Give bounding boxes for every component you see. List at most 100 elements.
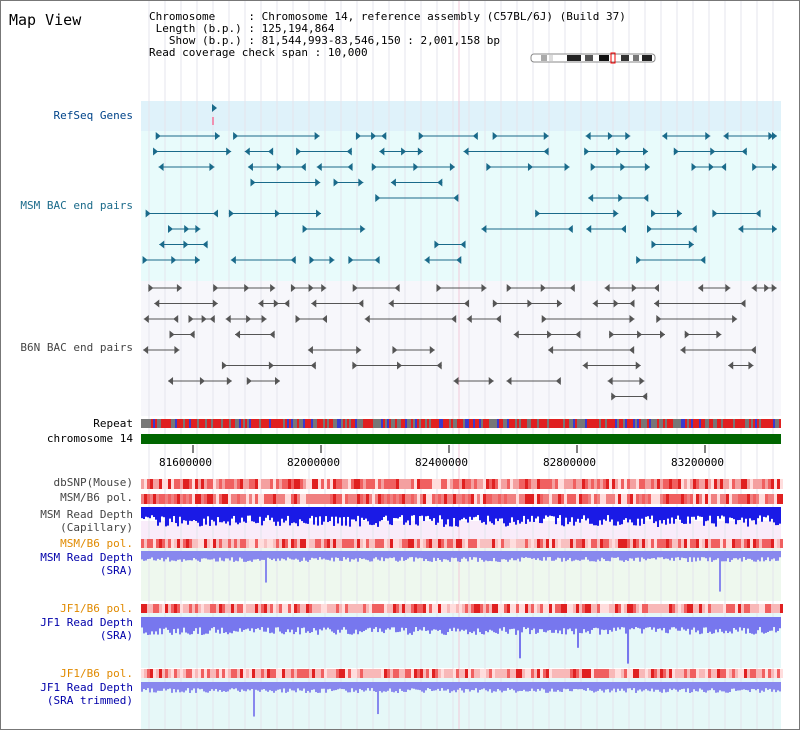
jf1-trim-depth-bar xyxy=(533,682,535,691)
track-label-msm-depth-sra[interactable]: MSM Read Depth (SRA) xyxy=(40,551,133,577)
track-label-refseq[interactable]: RefSeq Genes xyxy=(53,109,133,122)
jf1-pol-heat-cell xyxy=(630,604,633,613)
dbsnp-heat-cell xyxy=(306,479,309,489)
b6n-bac-end-glyph xyxy=(169,330,175,339)
jf1-sra-depth-bar xyxy=(317,617,319,635)
track-label-msm-bac[interactable]: MSM BAC end pairs xyxy=(20,199,133,212)
msm-pol-heat-cell xyxy=(165,494,168,504)
jf1-pol2-heat-cell xyxy=(198,669,201,678)
jf1-pol-heat-cell xyxy=(582,604,585,613)
msm-cap-depth-bar xyxy=(655,507,657,522)
jf1-pol2-heat-cell xyxy=(642,669,645,678)
msm-pol2-heat-cell xyxy=(381,539,384,548)
track-label-jf1-depth-sra[interactable]: JF1 Read Depth (SRA) xyxy=(40,616,133,642)
repeat-segment xyxy=(759,419,761,428)
b6n-bac-end-glyph xyxy=(244,284,250,292)
jf1-sra-depth-bar xyxy=(661,617,663,631)
dbsnp-heat-cell xyxy=(225,479,228,489)
repeat-segment xyxy=(321,419,323,428)
msm-pol2-heat-cell xyxy=(408,539,411,548)
track-label-jf1-b6-pol-2[interactable]: JF1/B6 pol. xyxy=(60,667,133,680)
msm-sra-depth-bar xyxy=(333,551,335,562)
track-label-chromosome[interactable]: chromosome 14 xyxy=(46,432,133,445)
msm-pol-heat-cell xyxy=(549,494,552,504)
msm-pol-heat-cell xyxy=(327,494,330,504)
msm-cap-depth-bar xyxy=(169,507,171,519)
track-label-jf1-depth-trimmed[interactable]: JF1 Read Depth (SRA trimmed) xyxy=(40,681,133,707)
jf1-sra-depth-bar xyxy=(721,617,723,632)
jf1-pol2-heat-cell xyxy=(606,669,609,678)
jf1-pol-heat-cell xyxy=(159,604,162,613)
jf1-sra-depth-bar xyxy=(755,617,757,634)
msm-pol-heat-cell xyxy=(432,494,435,504)
repeat-segment xyxy=(733,419,735,428)
ideogram-band xyxy=(549,55,553,61)
b6n-bac-end-glyph xyxy=(540,284,546,292)
msm-pol-heat-cell xyxy=(702,494,705,504)
b6n-bac-end-glyph xyxy=(771,284,777,292)
track-label-dbsnp[interactable]: dbSNP(Mouse) xyxy=(53,476,133,489)
jf1-pol-heat-cell xyxy=(267,604,270,613)
jf1-trim-depth-bar xyxy=(593,682,595,693)
jf1-trim-depth-bar xyxy=(689,682,691,693)
jf1-sra-depth-bar xyxy=(773,617,775,628)
repeat-segment xyxy=(777,419,779,428)
msm-cap-depth-bar xyxy=(401,507,403,516)
jf1-pol-heat-cell xyxy=(252,604,255,613)
msm-bac-end-glyph xyxy=(316,209,322,218)
jf1-pol-heat-cell xyxy=(228,604,231,613)
jf1-sra-depth-bar xyxy=(611,617,613,632)
jf1-pol-heat-cell xyxy=(432,604,435,613)
jf1-pol2-heat-cell xyxy=(531,669,534,678)
msm-pol-heat-cell xyxy=(384,494,387,504)
msm-pol-heat-cell xyxy=(243,494,246,504)
msm-pol2-heat-cell xyxy=(459,539,462,548)
repeat-segment xyxy=(473,419,475,428)
jf1-sra-depth-bar xyxy=(167,617,169,630)
msm-cap-depth-bar xyxy=(237,507,239,525)
track-label-msm-b6-pol-2[interactable]: MSM/B6 pol. xyxy=(60,537,133,550)
jf1-trim-depth-bar xyxy=(643,682,645,691)
jf1-pol-heat-cell xyxy=(654,604,657,613)
track-label-msm-depth-capillary[interactable]: MSM Read Depth (Capillary) xyxy=(40,508,133,534)
jf1-trim-depth-bar xyxy=(561,682,563,692)
track-label-repeat[interactable]: Repeat xyxy=(93,417,133,430)
repeat-segment xyxy=(335,419,337,428)
jf1-trim-depth-bar xyxy=(283,682,285,689)
jf1-sra-depth-bar xyxy=(191,617,193,635)
msm-cap-depth-bar xyxy=(207,507,209,517)
jf1-sra-depth-bar xyxy=(637,617,639,628)
msm-pol-heat-cell xyxy=(153,494,156,504)
msm-pol2-heat-cell xyxy=(369,539,372,548)
jf1-trim-depth-bar xyxy=(267,682,269,692)
repeat-segment xyxy=(627,419,629,428)
track-label-msm-b6-pol[interactable]: MSM/B6 pol. xyxy=(60,491,133,504)
msm-cap-depth-bar xyxy=(727,507,729,524)
jf1-pol2-heat-cell xyxy=(687,669,690,678)
track-label-b6n-bac[interactable]: B6N BAC end pairs xyxy=(20,341,133,354)
jf1-sra-depth-bar xyxy=(217,617,219,630)
repeat-segment xyxy=(571,419,573,428)
track-label-jf1-b6-pol[interactable]: JF1/B6 pol. xyxy=(60,602,133,615)
b6n-bac-end-glyph xyxy=(607,377,613,385)
msm-sra-depth-bar xyxy=(513,551,515,561)
msm-pol2-heat-cell xyxy=(489,539,492,548)
repeat-segment xyxy=(277,419,279,428)
jf1-pol2-heat-cell xyxy=(609,669,612,678)
msm-bac-end-glyph xyxy=(276,163,282,171)
jf1-sra-depth-bar xyxy=(343,617,345,628)
msm-pol-heat-cell xyxy=(459,494,462,504)
jf1-trim-depth-bar xyxy=(671,682,673,691)
jf1-sra-depth-bar xyxy=(513,617,515,629)
msm-cap-depth-bar xyxy=(641,507,643,519)
msm-pol-heat-cell xyxy=(684,494,687,504)
msm-sra-depth-bar xyxy=(257,551,259,559)
msm-cap-depth-bar xyxy=(471,507,473,520)
msm-pol-heat-cell xyxy=(408,494,411,504)
msm-cap-depth-bar xyxy=(495,507,497,519)
jf1-pol2-heat-cell xyxy=(729,669,732,678)
jf1-pol-heat-cell xyxy=(705,604,708,613)
jf1-sra-depth-bar xyxy=(719,617,721,629)
jf1-pol-heat-cell xyxy=(372,604,375,613)
